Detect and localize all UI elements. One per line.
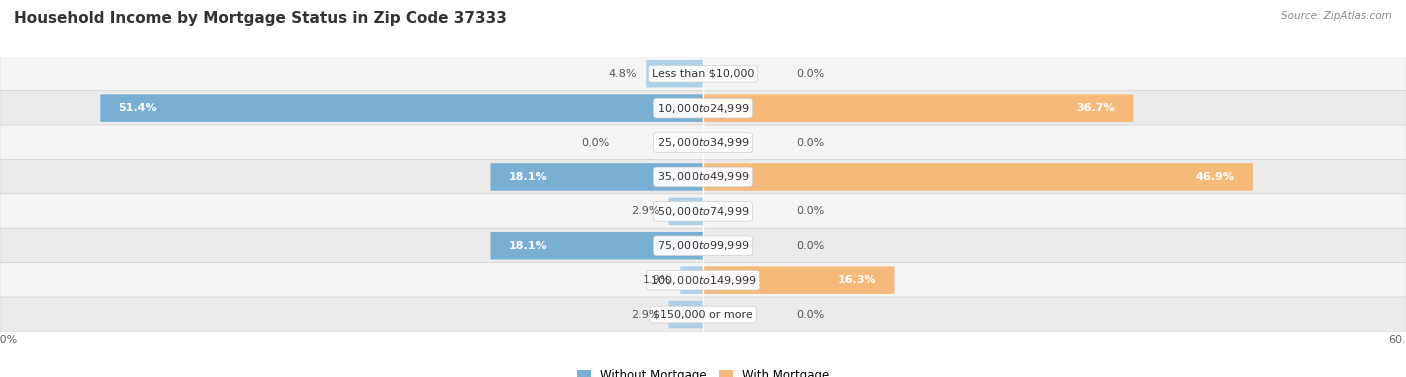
Text: 0.0%: 0.0%	[581, 138, 609, 147]
Text: 0.0%: 0.0%	[797, 206, 825, 216]
Text: 46.9%: 46.9%	[1197, 172, 1234, 182]
FancyBboxPatch shape	[491, 232, 703, 259]
Text: $100,000 to $149,999: $100,000 to $149,999	[650, 274, 756, 287]
Text: 16.3%: 16.3%	[838, 275, 876, 285]
Text: $50,000 to $74,999: $50,000 to $74,999	[657, 205, 749, 218]
FancyBboxPatch shape	[100, 94, 703, 122]
Text: Less than $10,000: Less than $10,000	[652, 69, 754, 79]
FancyBboxPatch shape	[669, 301, 703, 328]
FancyBboxPatch shape	[0, 56, 1406, 91]
FancyBboxPatch shape	[0, 159, 1406, 195]
Text: $75,000 to $99,999: $75,000 to $99,999	[657, 239, 749, 252]
Text: 0.0%: 0.0%	[797, 310, 825, 320]
FancyBboxPatch shape	[647, 60, 703, 87]
Text: 51.4%: 51.4%	[118, 103, 157, 113]
Text: 18.1%: 18.1%	[509, 172, 547, 182]
FancyBboxPatch shape	[0, 297, 1406, 332]
Text: 4.8%: 4.8%	[609, 69, 637, 79]
Text: 0.0%: 0.0%	[797, 69, 825, 79]
FancyBboxPatch shape	[703, 267, 894, 294]
FancyBboxPatch shape	[681, 267, 703, 294]
Text: $25,000 to $34,999: $25,000 to $34,999	[657, 136, 749, 149]
FancyBboxPatch shape	[0, 90, 1406, 126]
Text: $35,000 to $49,999: $35,000 to $49,999	[657, 170, 749, 184]
Text: 2.9%: 2.9%	[631, 310, 659, 320]
Text: 0.0%: 0.0%	[797, 138, 825, 147]
FancyBboxPatch shape	[491, 163, 703, 191]
FancyBboxPatch shape	[703, 94, 1133, 122]
Text: Source: ZipAtlas.com: Source: ZipAtlas.com	[1281, 11, 1392, 21]
Text: 2.9%: 2.9%	[631, 206, 659, 216]
Text: 0.0%: 0.0%	[797, 241, 825, 251]
FancyBboxPatch shape	[669, 198, 703, 225]
Text: 18.1%: 18.1%	[509, 241, 547, 251]
Text: $150,000 or more: $150,000 or more	[654, 310, 752, 320]
Text: $10,000 to $24,999: $10,000 to $24,999	[657, 102, 749, 115]
FancyBboxPatch shape	[0, 263, 1406, 298]
FancyBboxPatch shape	[703, 163, 1253, 191]
Text: Household Income by Mortgage Status in Zip Code 37333: Household Income by Mortgage Status in Z…	[14, 11, 508, 26]
Text: 1.9%: 1.9%	[643, 275, 672, 285]
FancyBboxPatch shape	[0, 228, 1406, 263]
FancyBboxPatch shape	[0, 194, 1406, 229]
Text: 36.7%: 36.7%	[1077, 103, 1115, 113]
Legend: Without Mortgage, With Mortgage: Without Mortgage, With Mortgage	[572, 364, 834, 377]
FancyBboxPatch shape	[0, 125, 1406, 160]
